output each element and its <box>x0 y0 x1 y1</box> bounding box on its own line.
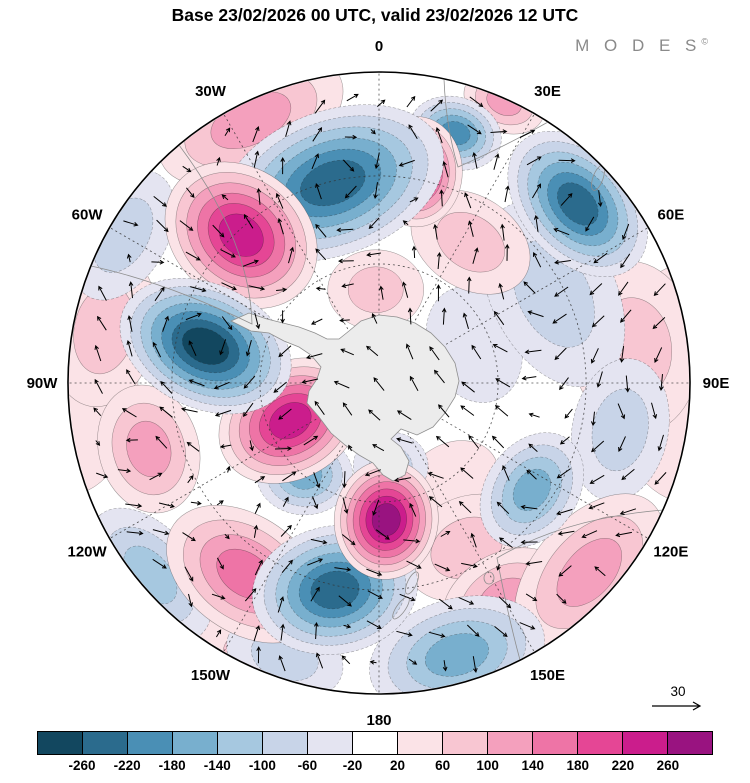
colorbar-tick-label: 100 <box>476 758 499 773</box>
longitude-label: 60W <box>72 207 104 224</box>
colorbar-tick-labels: -260 -220 -180 -140 -100 -60 -20 20 60 100 140 180 2… <box>37 758 713 778</box>
longitude-label: 150E <box>530 667 565 684</box>
colorbar-tick-label: -60 <box>297 758 318 773</box>
longitude-label: 90E <box>703 375 730 392</box>
colorbar-tick-label: 60 <box>435 758 451 773</box>
longitude-label: 60E <box>658 207 685 224</box>
australia-coast <box>496 509 664 661</box>
anomaly-contour <box>347 266 404 314</box>
colorbar-cell <box>578 732 623 754</box>
colorbar-cells <box>37 731 713 755</box>
longitude-labels: 0 30E 60E 90E 120E 150E 180 150W 120W 90W 60W 30W <box>27 38 730 729</box>
colorbar-tick-label: -140 <box>203 758 231 773</box>
colorbar-cell <box>623 732 668 754</box>
colorbar-tick-label: -180 <box>158 758 186 773</box>
colorbar-tick-label: 20 <box>390 758 406 773</box>
colorbar-tick-label: 140 <box>521 758 544 773</box>
anomaly-contour <box>512 468 551 511</box>
south-america-coast <box>90 144 253 325</box>
anomaly-contour <box>436 211 505 273</box>
reference-vector-label: 30 <box>670 684 685 699</box>
anomaly-contour <box>218 213 264 257</box>
colorbar: -260 -220 -180 -140 -100 -60 -20 20 60 100 140 180 2… <box>37 731 713 778</box>
colorbar-cell <box>533 732 578 754</box>
colorbar-cell <box>398 732 443 754</box>
modes-logo-text: M O D E S <box>575 36 702 55</box>
map-outer-circle <box>67 71 691 695</box>
colorbar-tick-label: 220 <box>611 758 635 773</box>
chart-title: Base 23/02/2026 00 UTC, valid 23/02/2026… <box>171 5 579 25</box>
longitude-label: 30W <box>195 83 227 100</box>
longitude-label: 150W <box>191 667 231 684</box>
map-layers <box>69 73 689 693</box>
colorbar-tick-label: -220 <box>113 758 141 773</box>
colorbar-cell <box>38 732 83 754</box>
colorbar-cell <box>83 732 128 754</box>
colorbar-cell <box>173 732 218 754</box>
colorbar-tick-label: -100 <box>248 758 276 773</box>
longitude-label: 30E <box>534 83 561 100</box>
colorbar-cell <box>308 732 353 754</box>
colorbar-cell <box>263 732 308 754</box>
anomaly-contour <box>182 327 230 365</box>
tasmania-coast <box>483 571 495 585</box>
longitude-label: 0 <box>375 38 383 55</box>
modes-logo: M O D E S© <box>575 36 708 56</box>
longitude-label: 180 <box>366 712 391 729</box>
new-zealand-north-coast <box>405 571 419 595</box>
colorbar-cell <box>128 732 173 754</box>
colorbar-tick-label: -20 <box>342 758 363 773</box>
colorbar-cell <box>353 732 398 754</box>
colorbar-tick-label: -260 <box>68 758 96 773</box>
anomaly-contour <box>557 182 599 226</box>
modes-logo-mark: © <box>701 36 708 47</box>
anomaly-contour <box>269 402 312 440</box>
wind-vectors-layer <box>93 93 667 674</box>
longitude-label: 90W <box>27 375 59 392</box>
colorbar-tick-label: 260 <box>656 758 680 773</box>
colorbar-cell <box>218 732 263 754</box>
colorbar-cell <box>443 732 488 754</box>
anomaly-contour <box>591 388 649 472</box>
anomaly-contour <box>424 633 489 677</box>
longitude-label: 120W <box>68 544 108 561</box>
reference-vector: 30 <box>652 684 702 711</box>
anomaly-contour <box>310 570 360 610</box>
longitude-label: 120E <box>653 544 688 561</box>
colorbar-tick-label: 180 <box>566 758 590 773</box>
colorbar-cell <box>668 732 712 754</box>
reference-arrow-icon <box>652 701 702 711</box>
colorbar-cell <box>488 732 533 754</box>
